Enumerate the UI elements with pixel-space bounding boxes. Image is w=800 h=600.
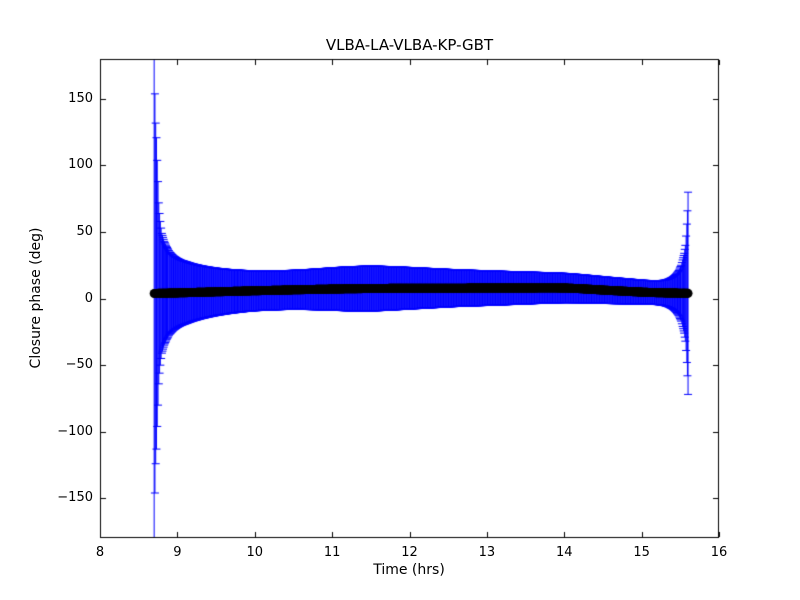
x-axis-label: Time (hrs) [373, 562, 445, 578]
x-tick-label: 10 [246, 545, 264, 560]
x-tick-label: 14 [555, 545, 573, 560]
x-tick-label: 16 [710, 545, 728, 560]
x-tick-label: 11 [323, 545, 341, 560]
x-tick-label: 13 [478, 545, 496, 560]
y-axis-label: Closure phase (deg) [28, 227, 44, 369]
y-tick-label: 100 [68, 157, 93, 173]
x-tick-label: 12 [401, 545, 418, 560]
x-tick-label: 15 [633, 545, 650, 560]
y-tick-label: −150 [57, 490, 93, 506]
y-tick-label: 0 [84, 290, 93, 306]
y-tick-label: −100 [57, 423, 93, 439]
y-tick-label: −50 [65, 357, 93, 373]
x-tick-label: 9 [173, 545, 182, 560]
y-tick-label: 150 [68, 91, 93, 107]
x-tick-label: 8 [95, 545, 105, 560]
y-tick-label: 50 [76, 224, 93, 240]
chart-title: VLBA-LA-VLBA-KP-GBT [325, 36, 494, 54]
